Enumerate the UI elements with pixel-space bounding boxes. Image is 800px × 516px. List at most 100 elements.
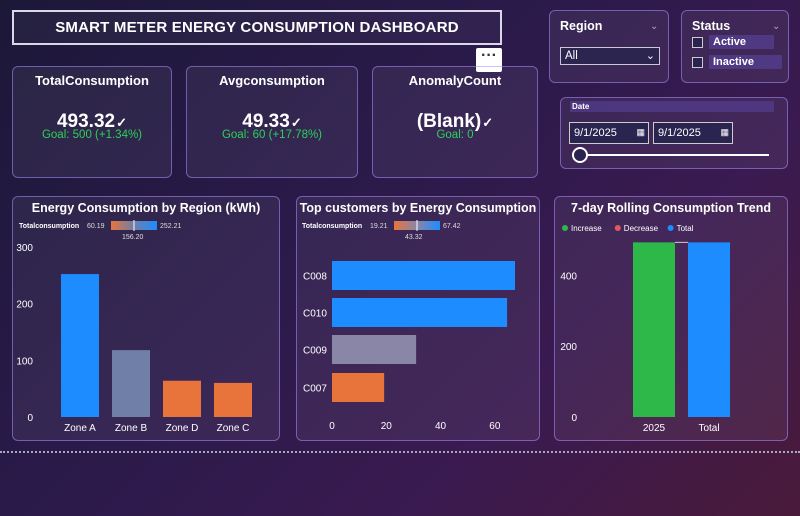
bar	[332, 335, 417, 364]
legend-mid: 43.32	[405, 234, 423, 241]
kpi-value-text: (Blank)	[416, 111, 482, 132]
bar	[688, 242, 730, 417]
bar	[214, 382, 252, 417]
y-tick-label: 300	[16, 243, 33, 254]
legend-field: Totalconsumption	[302, 223, 362, 230]
kpi-goal: Goal: 60 (+17.78%)	[221, 129, 323, 141]
x-tick-label: 2025	[643, 423, 666, 434]
kpi-goal: Goal: 0	[436, 129, 474, 141]
bar	[332, 298, 508, 327]
x-tick-label: 40	[435, 421, 447, 432]
kpi-value: 493.32✓	[13, 111, 171, 133]
chevron-down-icon[interactable]: ⌄	[772, 21, 781, 32]
y-tick-label: C009	[303, 346, 327, 357]
bar	[332, 261, 515, 290]
bar	[61, 274, 99, 417]
legend-mid: 156.20	[122, 234, 144, 241]
legend-label: Total	[677, 224, 694, 233]
kpi-title: TotalConsumption	[35, 73, 149, 88]
page-divider	[0, 451, 800, 453]
chevron-down-icon[interactable]: ⌄	[650, 21, 659, 32]
checkbox[interactable]	[692, 56, 703, 68]
y-tick-label: 100	[16, 356, 33, 367]
status-option-inactive[interactable]: Inactive	[692, 55, 782, 69]
status-option-active[interactable]: Active	[692, 35, 775, 49]
legend-dot	[562, 225, 568, 231]
region-slicer-title: Region	[560, 19, 603, 33]
kpi-card-anomaly: AnomalyCount (Blank)✓ Goal: 0	[372, 66, 538, 178]
date-slicer-label: Date	[570, 101, 774, 112]
bar	[112, 350, 150, 417]
kpi-value: (Blank)✓	[373, 111, 537, 133]
date-start-input[interactable]: 9/1/2025 ▦	[569, 122, 649, 144]
checkbox[interactable]	[692, 36, 703, 48]
chart-title: Energy Consumption by Region (kWh)	[31, 201, 261, 215]
bar	[163, 380, 201, 417]
date-slicer: Date 9/1/2025 ▦ 9/1/2025 ▦	[560, 97, 788, 169]
kpi-value-text: 49.33	[242, 111, 290, 132]
y-tick-label: C007	[303, 384, 327, 395]
y-tick-label: 0	[27, 413, 33, 424]
y-tick-label: C008	[303, 272, 327, 283]
trend-waterfall-chart: Increase Decrease Total 0 200 400 2025 Total	[560, 224, 730, 434]
calendar-icon[interactable]: ▦	[636, 127, 645, 137]
date-slider-track[interactable]	[581, 154, 769, 156]
kpi-value-text: 493.32	[56, 111, 116, 132]
kpi-card-avg: Avgconsumption 49.33✓ Goal: 60 (+17.78%)	[186, 66, 358, 178]
region-dropdown[interactable]: All ⌄	[560, 47, 660, 65]
legend-min: 19.21	[370, 223, 388, 230]
kpi-title: AnomalyCount	[408, 73, 502, 88]
date-end-value: 9/1/2025	[658, 127, 701, 139]
bar	[332, 373, 385, 402]
legend-dot	[667, 225, 674, 231]
date-end-input[interactable]: 9/1/2025 ▦	[653, 122, 733, 144]
region-chart-card: Energy Consumption by Region (kWh) Total…	[12, 196, 280, 441]
check-icon: ✓	[482, 115, 494, 130]
kpi-title: Avgconsumption	[219, 73, 325, 88]
status-slicer: Status ⌄ Active Inactive	[681, 10, 789, 83]
kpi-value: 49.33✓	[187, 111, 357, 133]
x-tick-label: Zone B	[115, 423, 148, 434]
more-options-button[interactable]: ···	[476, 48, 502, 72]
x-tick-label: Total	[698, 423, 719, 434]
region-slicer: Region ⌄ All ⌄	[549, 10, 669, 83]
customer-bar-chart: Totalconsumption 19.21 67.42 43.32 C008 C010 C…	[302, 220, 515, 432]
status-option-label: Inactive	[709, 55, 782, 69]
legend-max: 67.42	[443, 223, 461, 230]
chart-title: 7-day Rolling Consumption Trend	[571, 201, 771, 215]
legend-label: Increase	[571, 224, 602, 233]
legend-max: 252.21	[160, 223, 182, 230]
trend-chart-card: 7-day Rolling Consumption Trend Increase…	[554, 196, 788, 441]
legend-label: Decrease	[624, 224, 659, 233]
legend-dot	[614, 225, 621, 231]
check-icon: ✓	[116, 115, 128, 130]
calendar-icon[interactable]: ▦	[720, 127, 729, 137]
y-tick-label: 200	[560, 342, 577, 353]
y-tick-label: C010	[303, 309, 327, 320]
y-tick-label: 400	[560, 271, 577, 282]
chart-title: Top customers by Energy Consumption	[299, 201, 537, 215]
y-tick-label: 0	[571, 413, 577, 424]
bar	[633, 242, 675, 417]
kpi-card-total: TotalConsumption 493.32✓ Goal: 500 (+1.3…	[12, 66, 172, 178]
legend-field: Totalconsumption	[19, 223, 79, 230]
status-option-label: Active	[709, 35, 775, 49]
dashboard-title: SMART METER ENERGY CONSUMPTION DASHBOARD	[12, 10, 502, 45]
check-icon: ✓	[290, 115, 302, 130]
chevron-down-icon: ⌄	[645, 50, 655, 62]
kpi-goal: Goal: 500 (+1.34%)	[41, 129, 143, 141]
status-slicer-title: Status	[692, 19, 731, 33]
x-tick-label: Zone D	[166, 423, 199, 434]
date-start-value: 9/1/2025	[574, 127, 617, 139]
x-tick-label: Zone C	[217, 423, 250, 434]
region-bar-chart: Totalconsumption 60.19 252.21 156.20 0 100 200…	[16, 220, 252, 434]
x-tick-label: 20	[381, 421, 393, 432]
region-dropdown-value: All	[565, 50, 578, 62]
x-tick-label: 0	[329, 421, 335, 432]
date-slider-handle[interactable]	[572, 147, 588, 163]
x-tick-label: 60	[489, 421, 501, 432]
x-tick-label: Zone A	[64, 423, 96, 434]
legend-min: 60.19	[87, 223, 105, 230]
y-tick-label: 200	[16, 300, 33, 311]
customer-chart-card: Top customers by Energy Consumption Tota…	[296, 196, 540, 441]
